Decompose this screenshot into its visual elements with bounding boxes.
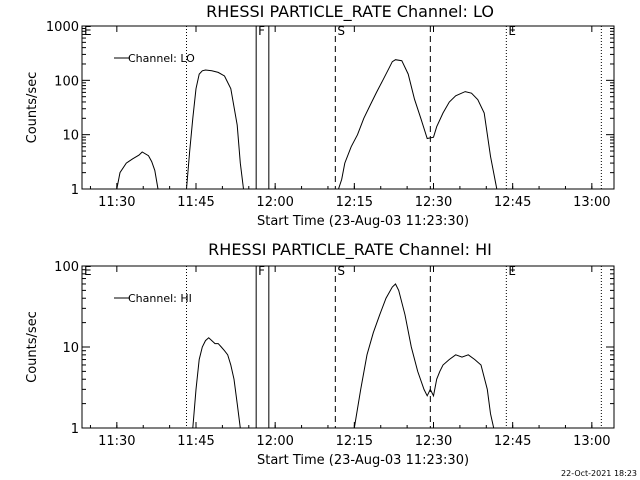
chart-title: RHESSI PARTICLE_RATE Channel: HI (208, 240, 492, 260)
x-tick-label: 12:45 (494, 434, 531, 449)
y-axis-label: Counts/sec (25, 311, 40, 383)
legend-label: Channel: HI (128, 292, 192, 305)
series-segment (338, 59, 498, 190)
series-segment (192, 337, 241, 429)
marker-label: S (337, 264, 345, 278)
plot-frame (81, 265, 615, 429)
marker-label: F (258, 24, 265, 38)
y-tick-label: 1 (71, 183, 79, 198)
chart-title: RHESSI PARTICLE_RATE Channel: LO (206, 2, 494, 22)
y-tick-label: 100 (54, 260, 79, 275)
x-tick-label: 11:30 (98, 434, 135, 449)
marker-label: S (337, 24, 345, 38)
x-tick-label: 11:30 (98, 195, 135, 210)
y-axis-label: Counts/sec (25, 72, 40, 144)
legend: Channel: HI (114, 292, 192, 305)
marker-label: E (84, 264, 92, 278)
x-tick-label: 12:00 (256, 434, 293, 449)
legend: Channel: LO (114, 52, 195, 65)
x-tick-label: 11:45 (177, 434, 214, 449)
series-hi (192, 283, 495, 429)
x-tick-label: 12:00 (256, 195, 293, 210)
y-ticks: 1 10 100 1000 (46, 20, 614, 198)
legend-label: Channel: LO (128, 52, 195, 65)
x-ticks: 11:30 11:45 12:00 12:15 12:30 12:45 13:00 (89, 26, 611, 210)
series-segment (116, 151, 159, 190)
series-lo (116, 59, 498, 190)
x-tick-label: 12:30 (415, 434, 452, 449)
series-segment (353, 283, 495, 429)
x-tick-label: 12:45 (494, 195, 531, 210)
x-tick-label: 11:45 (177, 195, 214, 210)
x-tick-label: 13:00 (573, 434, 610, 449)
series-segment (186, 69, 244, 190)
x-tick-label: 12:15 (336, 195, 373, 210)
x-tick-label: 13:00 (573, 195, 610, 210)
x-axis-label: Start Time (23-Aug-03 11:23:30) (257, 453, 469, 468)
marker-label: E (508, 24, 516, 38)
x-tick-label: 12:15 (336, 434, 373, 449)
y-tick-label: 1 (71, 422, 79, 437)
marker-label: E (84, 24, 92, 38)
marker-label: F (258, 264, 265, 278)
y-tick-label: 100 (54, 74, 79, 89)
y-tick-label: 10 (62, 341, 79, 356)
y-tick-label: 10 (62, 129, 79, 144)
y-ticks: 1 10 100 (54, 260, 614, 437)
x-tick-label: 12:30 (415, 195, 452, 210)
x-axis-label: Start Time (23-Aug-03 11:23:30) (257, 214, 469, 229)
marker-label: E (508, 264, 516, 278)
plot-frame (81, 25, 615, 190)
timestamp-footer: 22-Oct-2021 18:23 (561, 469, 637, 478)
y-tick-label: 1000 (46, 20, 79, 35)
